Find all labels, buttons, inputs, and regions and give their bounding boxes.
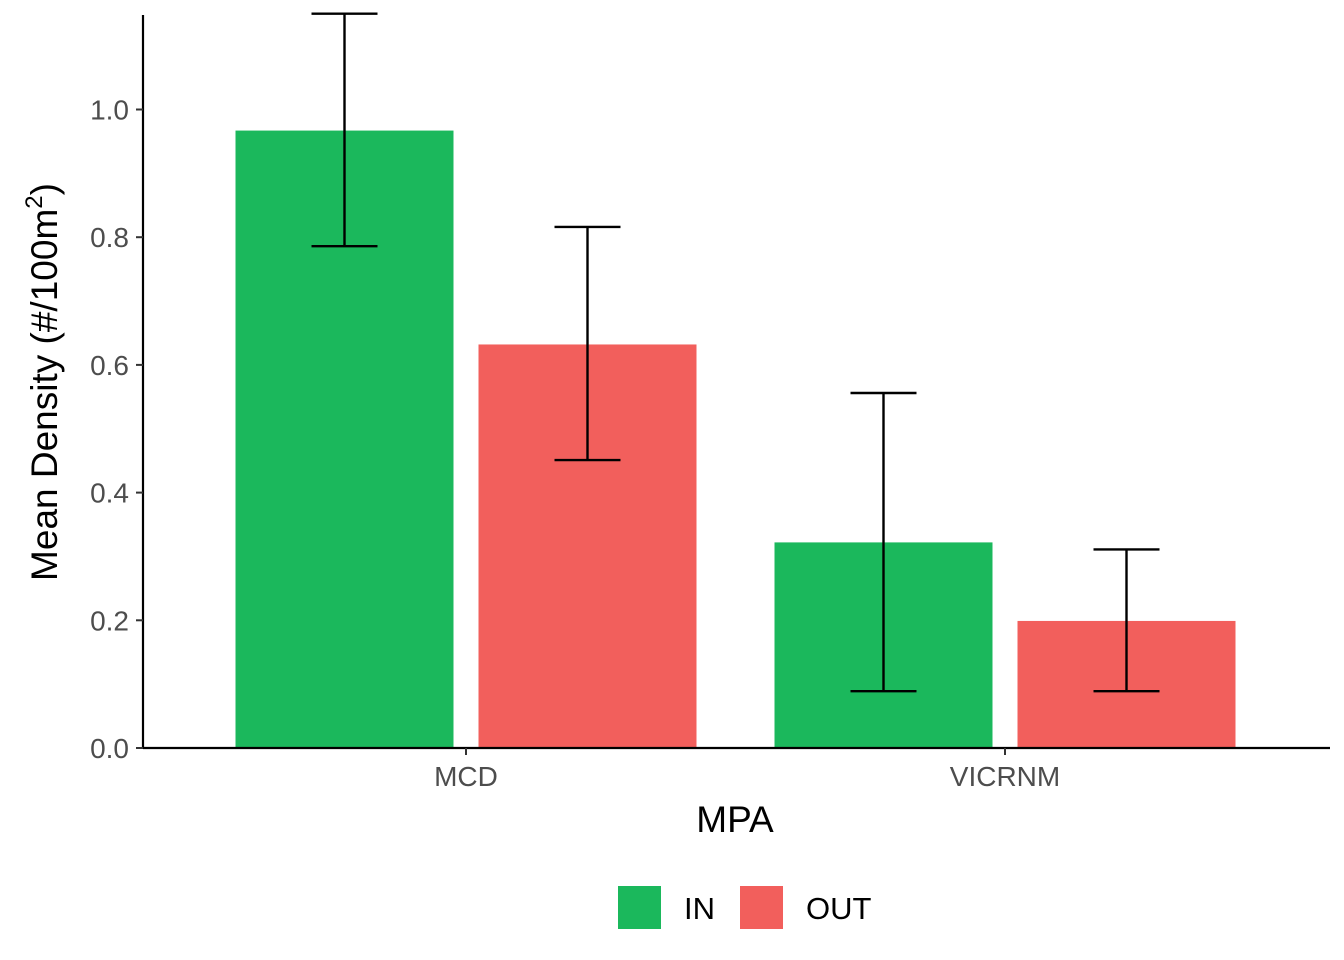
legend: IN OUT xyxy=(618,886,872,929)
legend-key-in xyxy=(618,886,661,929)
y-axis-title-main: Mean Density (#/100m xyxy=(24,209,65,581)
y-tick-label: 0.8 xyxy=(90,222,129,253)
legend-key-out xyxy=(740,886,783,929)
y-tick-label: 0.6 xyxy=(90,350,129,381)
legend-item-out: OUT xyxy=(740,886,872,929)
errorbar-out-vicrnm xyxy=(1093,548,1160,693)
y-tick-label: 0.2 xyxy=(90,605,129,636)
bars-layer xyxy=(235,130,1236,748)
errorbar-in-mcd xyxy=(311,12,378,248)
legend-label-out: OUT xyxy=(806,891,872,926)
y-axis-title-close: ) xyxy=(24,183,65,195)
y-tick-label: 0.0 xyxy=(90,733,129,764)
y-axis-title: Mean Density (#/100m2) xyxy=(21,183,65,581)
y-ticks: 0.0 0.2 0.4 0.6 0.8 1.0 xyxy=(90,95,143,764)
legend-label-in: IN xyxy=(684,891,715,926)
x-ticks: MCD VICRNM xyxy=(434,748,1060,792)
errorbar-out-mcd xyxy=(554,225,621,462)
legend-item-in: IN xyxy=(618,886,715,929)
x-tick-label: MCD xyxy=(434,761,498,792)
x-axis-title: MPA xyxy=(696,799,774,840)
errorbars-layer xyxy=(311,12,1160,693)
y-axis-title-superscript: 2 xyxy=(21,195,48,208)
x-tick-label: VICRNM xyxy=(950,761,1060,792)
y-tick-label: 0.4 xyxy=(90,478,129,509)
errorbar-in-vicrnm xyxy=(850,391,917,693)
y-tick-label: 1.0 xyxy=(90,95,129,126)
